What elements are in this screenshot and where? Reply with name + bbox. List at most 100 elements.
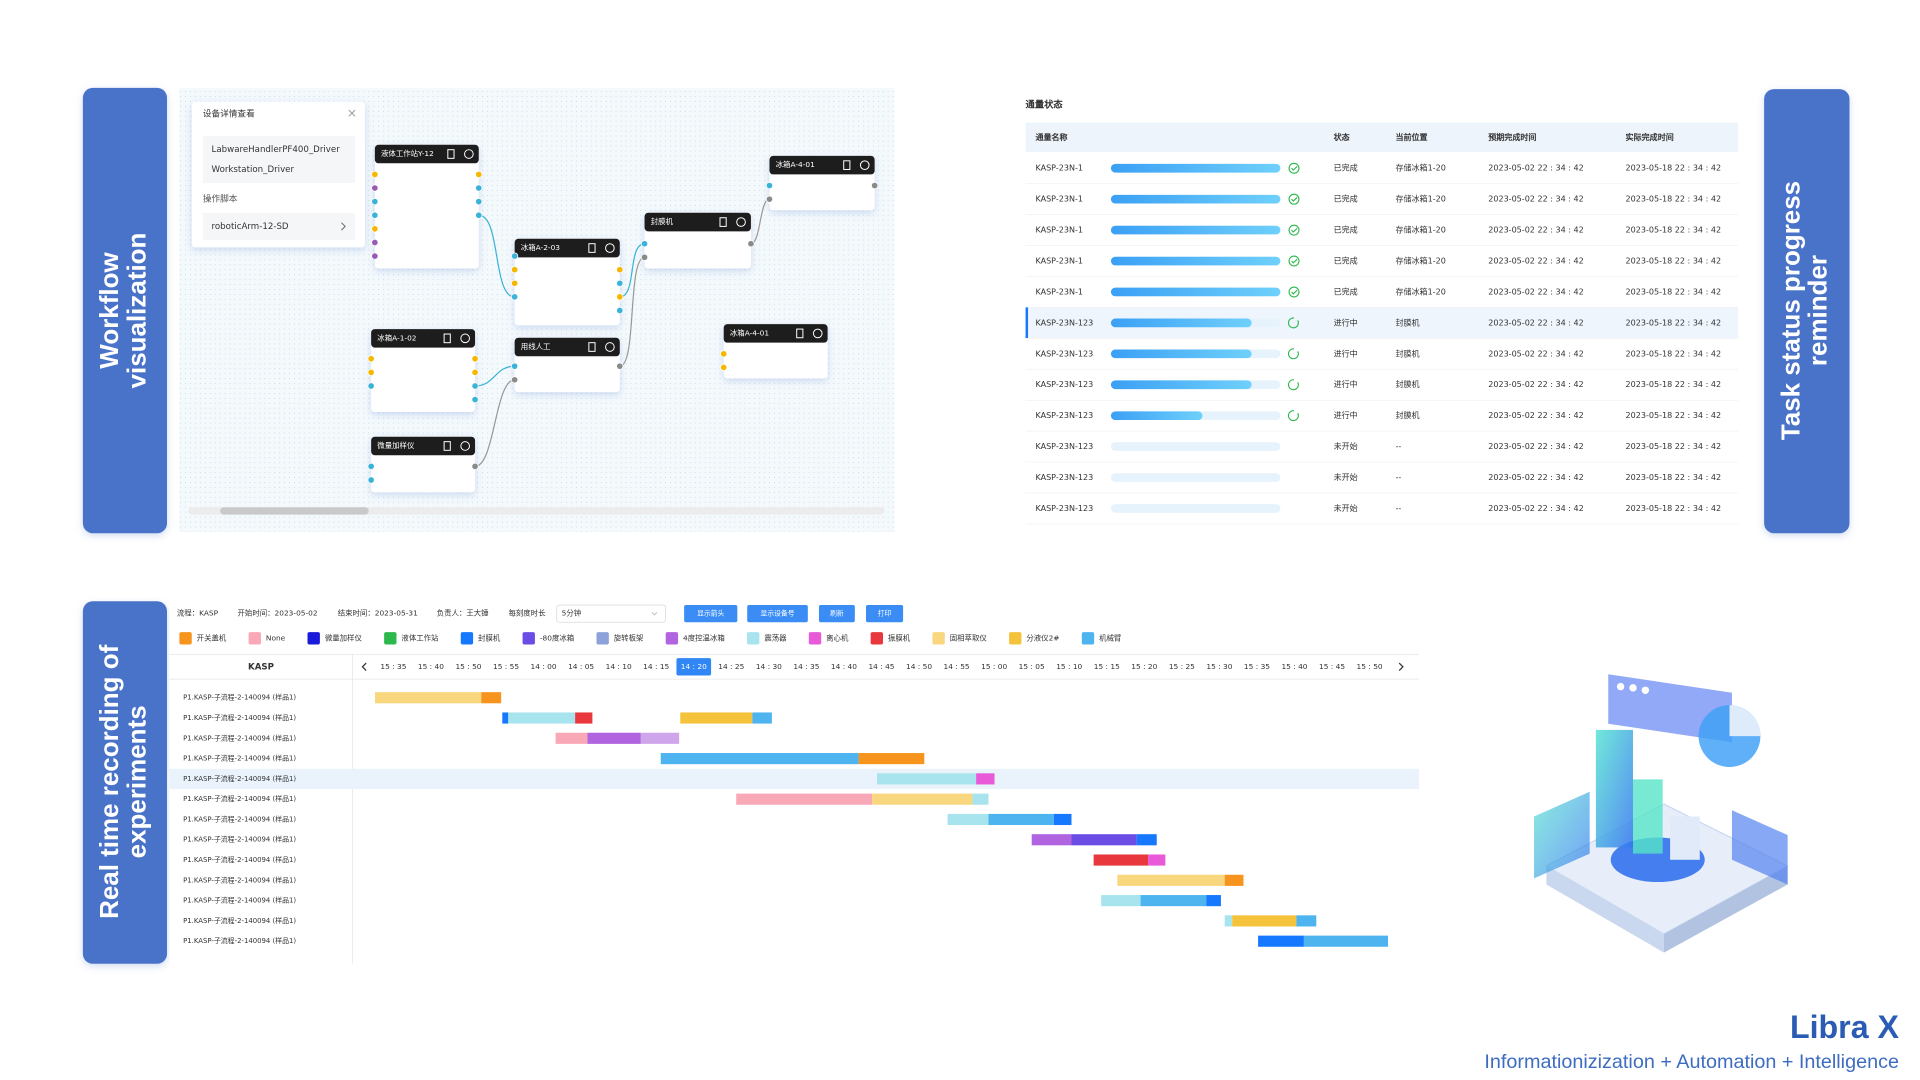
button[interactable] [684, 604, 738, 623]
toolbar-label: 每刻度时长 [508, 608, 546, 618]
gantt-bar[interactable] [858, 753, 925, 765]
time-tick[interactable]: 15 : 25 [1169, 662, 1195, 671]
script-box[interactable] [202, 212, 356, 240]
gantt-bar[interactable] [972, 793, 989, 805]
gantt-bar[interactable] [1206, 895, 1221, 907]
port [367, 462, 375, 470]
gantt-bar[interactable] [375, 692, 482, 704]
time-tick[interactable]: 15 : 35 [380, 662, 406, 671]
gantt-bar[interactable] [1148, 854, 1166, 866]
section-label: Real time recording of [94, 644, 124, 919]
port [371, 238, 379, 247]
time-tick[interactable]: 14 : 40 [831, 662, 857, 671]
cell: 2023-05-18 22 : 34 : 42 [1626, 442, 1722, 451]
button[interactable] [747, 604, 808, 623]
time-tick[interactable]: 14 : 25 [718, 662, 744, 671]
time-tick[interactable]: 15 : 50 [455, 662, 481, 671]
time-tick[interactable]: 15 : 40 [418, 662, 444, 671]
node[interactable]: 冰箱A-4-01 [765, 155, 879, 211]
gantt-bar[interactable] [1232, 915, 1297, 927]
gantt-bar[interactable] [1031, 834, 1072, 846]
time-tick[interactable]: 14 : 50 [906, 662, 932, 671]
gantt-bar[interactable] [988, 813, 1054, 826]
node[interactable]: 冰箱A-2-03 [511, 238, 624, 326]
time-tick[interactable]: 14 : 30 [756, 662, 782, 671]
gantt-bar[interactable] [1296, 915, 1317, 927]
button[interactable] [865, 604, 904, 623]
gantt-bar[interactable] [1136, 834, 1157, 846]
gantt-bar[interactable] [587, 732, 641, 744]
gantt-bar[interactable] [1071, 834, 1137, 846]
progress-bar [1110, 225, 1281, 235]
help-icon [736, 217, 746, 227]
gantt-bar[interactable] [1303, 935, 1389, 947]
gantt-bar[interactable] [947, 813, 989, 826]
gantt-bar[interactable] [640, 732, 680, 744]
gantt-bar[interactable] [502, 712, 509, 724]
gantt-bar[interactable] [736, 793, 873, 805]
time-tick[interactable]: 15 : 35 [1244, 662, 1270, 671]
time-tick[interactable]: 14 : 45 [868, 662, 894, 671]
legend-label: 开关盖机 [197, 632, 227, 642]
gantt-bar[interactable] [872, 793, 973, 805]
gantt-bar[interactable] [481, 692, 502, 704]
gantt-bar[interactable] [1224, 915, 1233, 927]
gantt-bar[interactable] [680, 712, 753, 724]
node[interactable]: 冰箱A-1-02 [367, 329, 479, 412]
gantt-bar[interactable] [1258, 935, 1304, 947]
time-tick[interactable]: 15 : 30 [1206, 662, 1232, 671]
time-tick[interactable]: 15 : 55 [493, 662, 519, 671]
gantt-bar[interactable] [1224, 874, 1244, 886]
select-arrow [651, 612, 658, 616]
node-body [374, 144, 479, 269]
gantt-bar[interactable] [876, 773, 977, 785]
node[interactable]: 微量加样仪 [367, 436, 479, 493]
node[interactable]: 液体工作站Y-12 [371, 144, 483, 269]
time-tick[interactable]: 14 : 05 [568, 662, 594, 671]
edit-icon [588, 342, 596, 352]
button[interactable] [818, 604, 855, 623]
scroll-thumb[interactable] [220, 507, 369, 515]
time-tick[interactable]: 14 : 20 [681, 662, 707, 671]
node-label: 微量加样仪 [377, 440, 415, 450]
time-tick[interactable]: 15 : 00 [981, 662, 1007, 671]
time-tick[interactable]: 15 : 15 [1094, 662, 1120, 671]
gantt-bar[interactable] [1140, 895, 1207, 907]
gantt-bar[interactable] [575, 712, 593, 724]
gantt-bar[interactable] [1117, 874, 1225, 886]
time-tick[interactable]: 14 : 00 [531, 662, 557, 671]
cell: 2023-05-18 22 : 34 : 42 [1626, 504, 1722, 513]
close-icon[interactable] [348, 109, 356, 117]
time-tick[interactable]: 15 : 45 [1319, 662, 1345, 671]
prev-arrow[interactable] [361, 662, 367, 671]
select[interactable] [556, 604, 666, 623]
cell: 2023-05-18 22 : 34 : 42 [1626, 164, 1722, 173]
node[interactable]: 封膜机 [640, 212, 755, 269]
gantt-bar[interactable] [1101, 895, 1141, 907]
time-tick[interactable]: 15 : 20 [1131, 662, 1157, 671]
gantt-bar[interactable] [508, 712, 576, 724]
gantt-bar[interactable] [752, 712, 772, 724]
gantt-bar[interactable] [976, 773, 995, 785]
time-tick[interactable]: 15 : 05 [1019, 662, 1045, 671]
button-label: 打印 [878, 609, 892, 618]
gantt-bar[interactable] [555, 732, 588, 744]
time-tick[interactable]: 14 : 35 [793, 662, 819, 671]
cell: 封膜机 [1395, 379, 1419, 389]
time-tick[interactable]: 14 : 15 [643, 662, 669, 671]
node[interactable]: 用线人工 [511, 337, 624, 393]
node[interactable]: 冰箱A-4-01 [720, 324, 828, 379]
gantt-bar[interactable] [1053, 813, 1072, 826]
next-arrow[interactable] [1398, 662, 1404, 671]
gantt-bar[interactable] [660, 753, 859, 765]
gantt-bar[interactable] [1093, 854, 1149, 866]
cell: 2023-05-02 22 : 34 : 42 [1488, 318, 1584, 327]
time-tick[interactable]: 14 : 10 [606, 662, 632, 671]
time-tick[interactable]: 15 : 10 [1056, 662, 1082, 671]
cell: 2023-05-02 22 : 34 : 42 [1488, 287, 1584, 296]
time-tick[interactable]: 15 : 40 [1281, 662, 1307, 671]
column-header: 通量名称 [1035, 132, 1067, 142]
time-tick[interactable]: 14 : 55 [944, 662, 970, 671]
time-tick[interactable]: 15 : 50 [1357, 662, 1383, 671]
progress-bar [1110, 287, 1281, 297]
